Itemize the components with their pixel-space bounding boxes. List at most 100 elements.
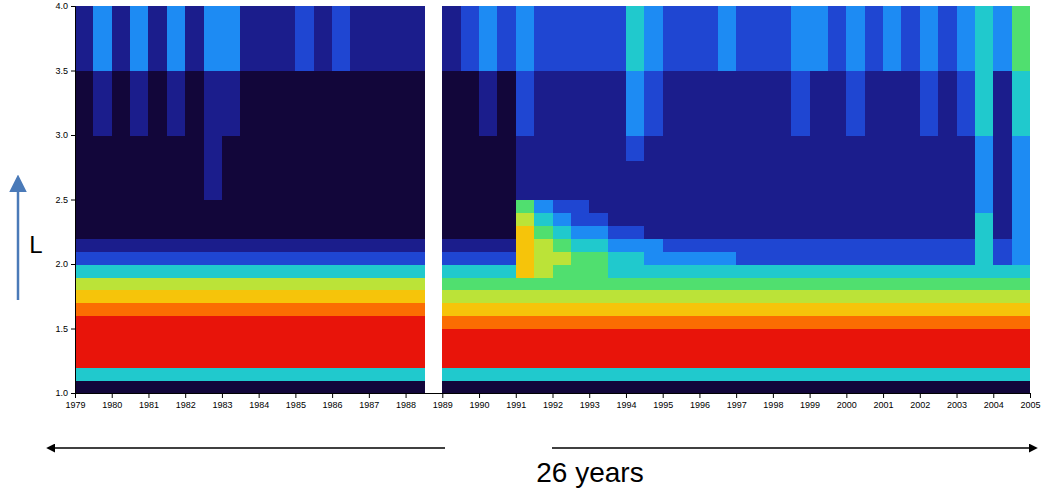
heat-cell xyxy=(608,174,627,188)
tick-label: 1988 xyxy=(396,400,416,410)
heat-cell xyxy=(277,148,296,162)
heat-cell xyxy=(387,354,406,368)
tick-label: 4.0 xyxy=(55,1,68,11)
heat-cell xyxy=(406,19,425,33)
heat-cell xyxy=(681,251,700,265)
heat-cell xyxy=(93,148,112,162)
heat-cell xyxy=(350,303,369,317)
heat-cell xyxy=(130,6,149,20)
heat-cell xyxy=(240,200,259,214)
heat-cell xyxy=(240,135,259,149)
heat-cell xyxy=(148,187,167,201)
heat-cell xyxy=(755,341,774,355)
heat-cell xyxy=(295,71,314,85)
heat-cell xyxy=(993,212,1012,226)
heat-cell xyxy=(755,174,774,188)
heat-cell xyxy=(479,212,498,226)
heat-cell xyxy=(387,187,406,201)
heat-cell xyxy=(718,187,737,201)
heat-cell xyxy=(883,174,902,188)
tick-mark xyxy=(442,393,443,398)
heat-cell xyxy=(718,238,737,252)
heat-cell xyxy=(975,45,994,59)
heat-cell xyxy=(130,354,149,368)
tick-label: 1979 xyxy=(65,400,85,410)
heat-cell xyxy=(259,303,278,317)
heat-cell xyxy=(167,19,186,33)
heat-cell xyxy=(975,71,994,85)
heat-cell xyxy=(167,303,186,317)
heat-cell xyxy=(975,32,994,46)
heat-cell xyxy=(442,277,461,291)
heat-cell xyxy=(975,251,994,265)
heat-cell xyxy=(626,6,645,20)
heat-cell xyxy=(791,122,810,136)
heat-cell xyxy=(148,354,167,368)
heat-cell xyxy=(369,148,388,162)
heat-cell xyxy=(240,19,259,33)
heat-cell xyxy=(442,264,461,278)
heat-cell xyxy=(130,109,149,123)
heat-cell xyxy=(608,32,627,46)
heat-cell xyxy=(369,83,388,97)
heat-cell xyxy=(497,45,516,59)
tick-label: 2001 xyxy=(874,400,894,410)
heat-cell xyxy=(516,277,535,291)
heat-cell xyxy=(663,303,682,317)
heat-cell xyxy=(993,122,1012,136)
tick-label: 1.5 xyxy=(55,324,68,334)
heat-cell xyxy=(736,19,755,33)
heat-cell xyxy=(865,32,884,46)
heat-cell xyxy=(699,148,718,162)
heat-cell xyxy=(406,174,425,188)
heat-cell xyxy=(167,148,186,162)
heat-cell xyxy=(185,161,204,175)
heat-cell xyxy=(387,316,406,330)
tick-label: 2002 xyxy=(910,400,930,410)
heat-cell xyxy=(865,83,884,97)
heat-cell xyxy=(957,58,976,72)
heat-cell xyxy=(369,212,388,226)
heat-cell xyxy=(204,367,223,381)
heat-cell xyxy=(75,174,94,188)
heat-cell xyxy=(938,264,957,278)
heat-cell xyxy=(993,58,1012,72)
heat-cell xyxy=(920,96,939,110)
heat-cell xyxy=(314,19,333,33)
heat-cell xyxy=(93,135,112,149)
heat-cell xyxy=(516,96,535,110)
heat-cell xyxy=(755,58,774,72)
tick-mark xyxy=(553,393,554,398)
heat-cell xyxy=(883,19,902,33)
heat-cell xyxy=(644,316,663,330)
heat-cell xyxy=(387,6,406,20)
heat-cell xyxy=(901,225,920,239)
heat-cell xyxy=(259,187,278,201)
heat-cell xyxy=(112,303,131,317)
heat-cell xyxy=(957,83,976,97)
heat-cell xyxy=(608,135,627,149)
heat-cell xyxy=(791,225,810,239)
heat-cell xyxy=(497,290,516,304)
heat-cell xyxy=(846,135,865,149)
heat-cell xyxy=(314,32,333,46)
heat-cell xyxy=(608,96,627,110)
heat-cell xyxy=(259,277,278,291)
heat-cell xyxy=(681,6,700,20)
heat-cell xyxy=(130,380,149,393)
heat-cell xyxy=(644,71,663,85)
heat-cell xyxy=(553,174,572,188)
heat-cell xyxy=(387,174,406,188)
heat-cell xyxy=(901,200,920,214)
heat-cell xyxy=(791,187,810,201)
heat-cell xyxy=(314,187,333,201)
heat-cell xyxy=(516,148,535,162)
heat-cell xyxy=(259,264,278,278)
heat-cell xyxy=(828,200,847,214)
heat-cell xyxy=(589,354,608,368)
heat-cell xyxy=(883,277,902,291)
heat-cell xyxy=(406,354,425,368)
heat-cell xyxy=(736,200,755,214)
heat-cell xyxy=(534,212,553,226)
heat-cell xyxy=(387,380,406,393)
